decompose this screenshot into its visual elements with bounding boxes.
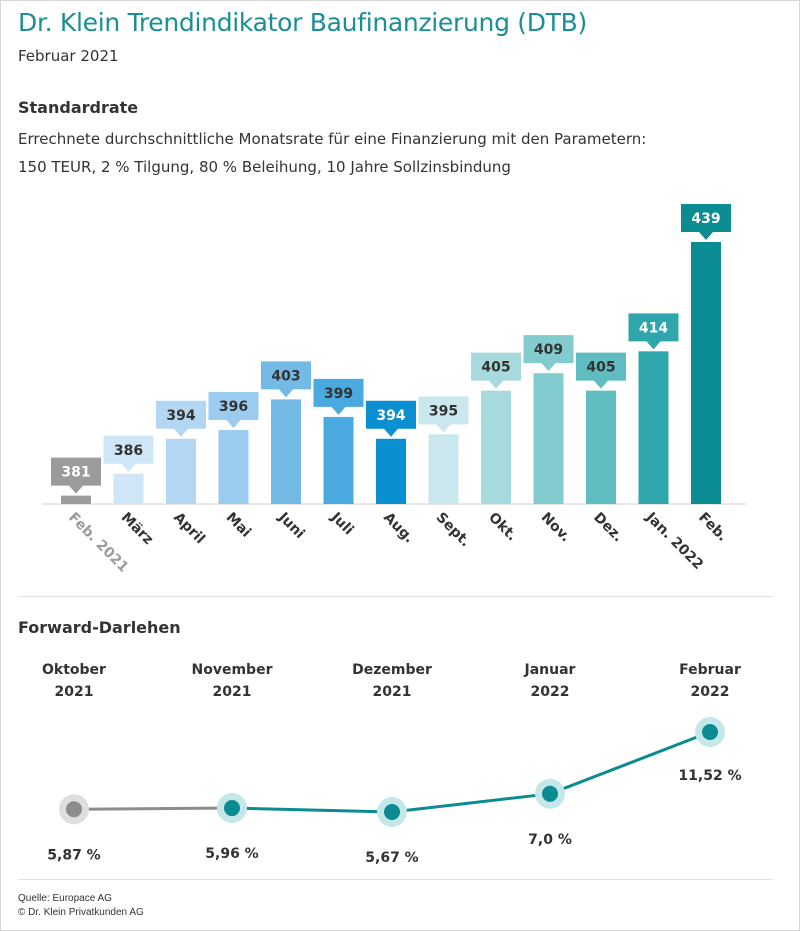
data-point: [542, 785, 558, 802]
standardrate-heading: Standardrate: [18, 98, 139, 117]
bar: [586, 390, 616, 504]
value-label-bubble: [681, 204, 731, 240]
value-label: 11,52 %: [678, 768, 741, 784]
bar: [113, 473, 144, 504]
bar: [638, 351, 669, 504]
value-label-text: 403: [271, 368, 300, 384]
category-label: April: [170, 510, 208, 548]
value-label-text: 386: [114, 443, 143, 459]
bar: [271, 399, 301, 504]
bar: [691, 242, 721, 504]
category-label: 2021: [55, 684, 94, 700]
value-label: 403: [261, 361, 311, 398]
value-label-text: 405: [481, 360, 510, 376]
value-label-bubble: [313, 378, 364, 415]
category-label: Oktober: [42, 662, 106, 678]
value-label: 399: [313, 378, 364, 415]
bar: [428, 434, 459, 504]
footer-divider: [18, 879, 773, 880]
value-label-text: 409: [534, 342, 563, 358]
category-label: Sept.: [433, 510, 474, 551]
data-point: [384, 804, 400, 820]
data-point: [66, 801, 82, 818]
category-label: 2021: [213, 684, 252, 700]
value-label-text: 439: [691, 211, 720, 227]
source-note: Quelle: Europace AG: [18, 893, 112, 904]
bar: [481, 390, 511, 504]
value-label-bubble: [576, 352, 626, 389]
value-label-bubble: [471, 352, 521, 389]
bar: [323, 416, 354, 504]
value-label-bubble: [418, 396, 469, 433]
value-label-bubble: [208, 392, 259, 429]
value-label: 386: [103, 435, 154, 472]
page-title: Dr. Klein Trendindikator Baufinanzierung…: [18, 8, 587, 37]
value-label-bubble: [156, 400, 206, 437]
forward-line-chart: Oktober 2021 November 2021 Dezember 2021 Janua…: [42, 662, 742, 866]
value-label-text: 394: [376, 408, 405, 424]
value-label-text: 394: [166, 408, 195, 424]
value-label: 414: [628, 313, 679, 350]
value-label-text: 396: [219, 399, 248, 415]
value-label: 394: [366, 400, 416, 437]
value-label: 394: [156, 400, 206, 437]
value-label: 396: [208, 392, 259, 429]
value-label-text: 399: [324, 386, 353, 402]
value-label: 405: [471, 352, 521, 389]
category-label: Aug.: [380, 510, 417, 547]
bar: [61, 495, 91, 504]
category-label: März: [118, 510, 156, 548]
category-label: Okt.: [485, 510, 520, 545]
value-label-bubble: [103, 435, 154, 472]
value-label-text: 405: [586, 360, 615, 376]
series-line-grey: [73, 806, 233, 811]
data-point: [702, 724, 718, 740]
value-label: 7,0 %: [528, 832, 572, 848]
value-label: 5,96 %: [205, 846, 258, 862]
value-label: 409: [523, 335, 574, 372]
value-label-bubble: [261, 361, 311, 398]
section-divider: [18, 596, 773, 597]
value-label-text: 381: [61, 465, 90, 481]
value-label-bubble: [51, 457, 101, 494]
value-label: 405: [576, 352, 626, 389]
category-label: Dezember: [352, 662, 432, 678]
bar: [533, 373, 564, 504]
value-label: 439: [681, 204, 731, 240]
value-label: 395: [418, 396, 469, 433]
data-point: [224, 800, 240, 817]
category-label: Nov.: [538, 510, 574, 546]
bar: [218, 430, 249, 504]
value-label: 381: [51, 457, 101, 494]
category-label: 2022: [691, 684, 730, 700]
category-label: Januar: [524, 662, 576, 678]
category-label: 2021: [373, 684, 412, 700]
value-label-bubble: [523, 335, 574, 372]
forward-heading: Forward-Darlehen: [18, 618, 181, 637]
category-label: Juli: [327, 509, 357, 539]
series-line-teal: [231, 730, 711, 814]
category-label: 2022: [531, 684, 570, 700]
value-label-text: 395: [429, 403, 458, 419]
value-label: 5,87 %: [47, 847, 100, 863]
category-label: Februar: [679, 662, 741, 678]
category-label: Mai: [223, 510, 254, 541]
value-label-text: 414: [639, 320, 668, 336]
category-label: Feb.: [695, 510, 730, 545]
value-label: 5,67 %: [365, 850, 418, 866]
standardrate-description-1: Errechnete durchschnittliche Monatsrate …: [18, 130, 647, 148]
category-label: Juni: [274, 509, 307, 542]
standardrate-description-2: 150 TEUR, 2 % Tilgung, 80 % Beleihung, 1…: [18, 158, 511, 176]
value-label-bubble: [366, 400, 416, 437]
bar: [376, 438, 406, 504]
page-subtitle: Februar 2021: [18, 47, 119, 65]
category-label: November: [192, 662, 273, 678]
category-label: Dez.: [590, 510, 626, 546]
copyright-note: © Dr. Klein Privatkunden AG: [18, 907, 144, 918]
value-label-bubble: [628, 313, 679, 350]
bar: [166, 438, 196, 504]
